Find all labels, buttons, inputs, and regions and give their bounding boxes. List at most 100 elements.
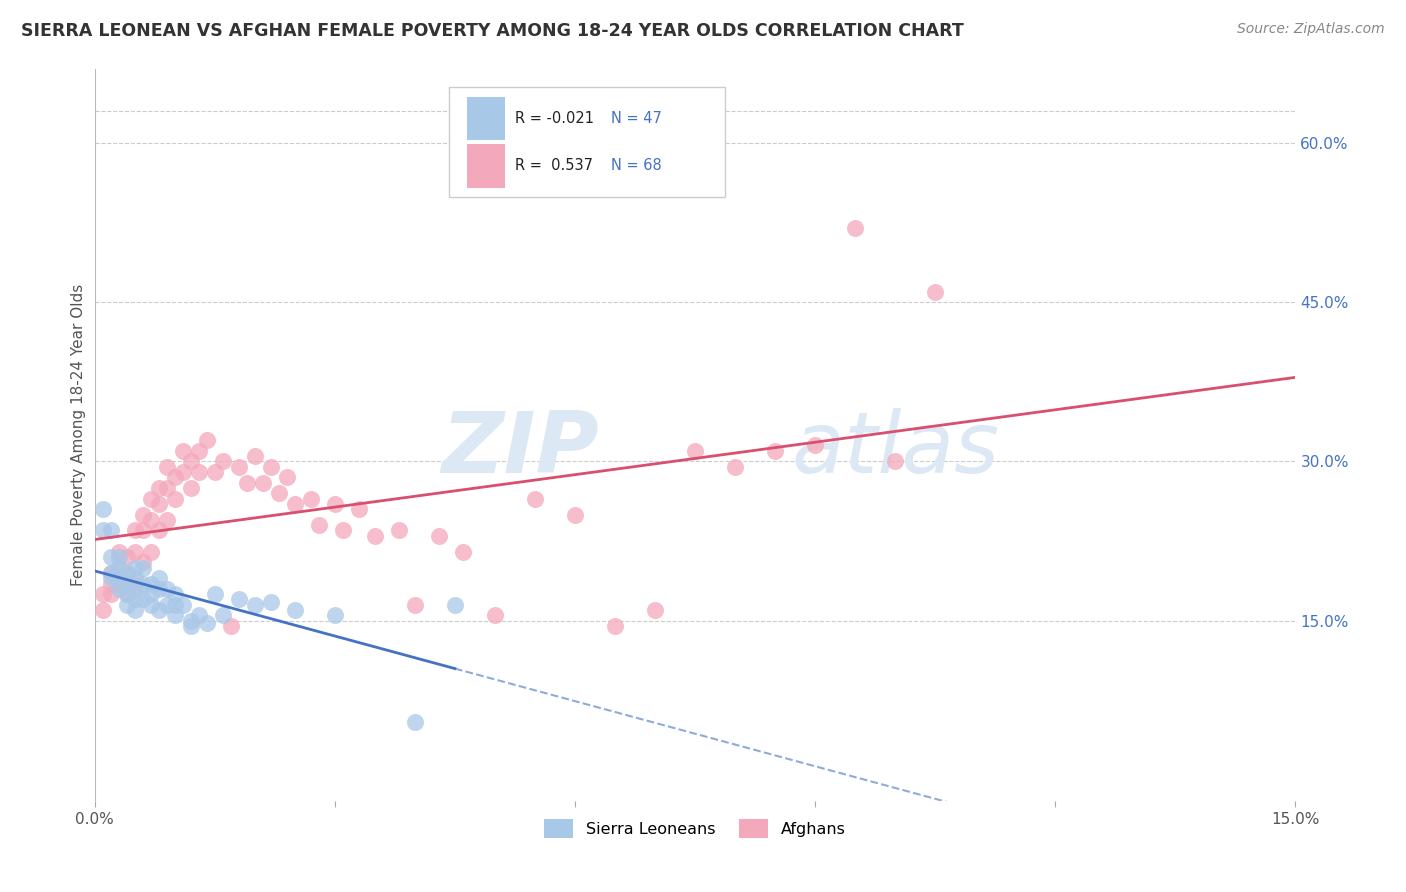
Point: [267, 486, 290, 500]
Point: [139, 491, 162, 506]
Point: [124, 571, 146, 585]
Point: [180, 619, 202, 633]
Point: [148, 481, 170, 495]
Point: [228, 459, 250, 474]
Point: [163, 470, 186, 484]
Point: [163, 598, 186, 612]
Point: [683, 443, 706, 458]
Text: ZIP: ZIP: [441, 408, 599, 491]
Point: [219, 619, 242, 633]
Point: [243, 598, 266, 612]
Point: [187, 465, 209, 479]
Point: [156, 582, 179, 596]
Point: [131, 560, 153, 574]
Point: [347, 502, 370, 516]
Text: N = 47: N = 47: [612, 111, 662, 126]
Point: [115, 576, 138, 591]
Point: [724, 459, 747, 474]
Point: [172, 465, 194, 479]
Point: [124, 524, 146, 538]
Point: [644, 603, 666, 617]
Point: [603, 619, 626, 633]
Point: [100, 566, 122, 580]
Point: [91, 603, 114, 617]
Point: [124, 603, 146, 617]
Point: [148, 603, 170, 617]
Point: [131, 524, 153, 538]
Point: [252, 475, 274, 490]
Point: [131, 576, 153, 591]
Point: [124, 560, 146, 574]
Point: [139, 576, 162, 591]
Point: [115, 587, 138, 601]
Point: [163, 608, 186, 623]
Point: [804, 438, 827, 452]
Point: [156, 513, 179, 527]
Point: [211, 608, 233, 623]
Point: [107, 576, 129, 591]
Point: [124, 582, 146, 596]
Point: [308, 518, 330, 533]
Point: [163, 587, 186, 601]
Point: [115, 598, 138, 612]
FancyBboxPatch shape: [467, 96, 505, 140]
Point: [100, 566, 122, 580]
Point: [443, 598, 465, 612]
Point: [260, 459, 283, 474]
Point: [404, 598, 426, 612]
Point: [131, 592, 153, 607]
Point: [124, 544, 146, 558]
Point: [163, 491, 186, 506]
Point: [148, 497, 170, 511]
Point: [131, 555, 153, 569]
Point: [284, 603, 307, 617]
Point: [187, 608, 209, 623]
Point: [107, 560, 129, 574]
Point: [148, 571, 170, 585]
Point: [139, 513, 162, 527]
Point: [107, 549, 129, 564]
Point: [323, 608, 346, 623]
Point: [284, 497, 307, 511]
Y-axis label: Female Poverty Among 18-24 Year Olds: Female Poverty Among 18-24 Year Olds: [72, 284, 86, 586]
Legend: Sierra Leoneans, Afghans: Sierra Leoneans, Afghans: [538, 813, 852, 845]
Point: [228, 592, 250, 607]
Point: [115, 566, 138, 580]
Point: [404, 714, 426, 729]
Text: R = -0.021: R = -0.021: [515, 111, 593, 126]
Point: [156, 481, 179, 495]
Point: [156, 598, 179, 612]
Point: [844, 220, 866, 235]
Point: [107, 571, 129, 585]
Point: [124, 576, 146, 591]
Point: [100, 524, 122, 538]
Point: [523, 491, 546, 506]
Point: [243, 449, 266, 463]
Point: [204, 465, 226, 479]
Point: [924, 285, 946, 299]
Point: [180, 454, 202, 468]
Point: [451, 544, 474, 558]
Point: [100, 587, 122, 601]
Point: [91, 502, 114, 516]
Point: [124, 592, 146, 607]
Point: [139, 598, 162, 612]
Point: [276, 470, 298, 484]
Point: [235, 475, 257, 490]
Point: [260, 594, 283, 608]
Point: [91, 524, 114, 538]
FancyBboxPatch shape: [467, 145, 505, 187]
Point: [115, 549, 138, 564]
Point: [564, 508, 586, 522]
Point: [484, 608, 506, 623]
Point: [115, 566, 138, 580]
FancyBboxPatch shape: [449, 87, 725, 197]
Point: [180, 481, 202, 495]
Text: N = 68: N = 68: [612, 159, 662, 173]
Point: [204, 587, 226, 601]
Point: [180, 614, 202, 628]
Point: [763, 443, 786, 458]
Point: [195, 615, 218, 630]
Point: [172, 598, 194, 612]
Text: Source: ZipAtlas.com: Source: ZipAtlas.com: [1237, 22, 1385, 37]
